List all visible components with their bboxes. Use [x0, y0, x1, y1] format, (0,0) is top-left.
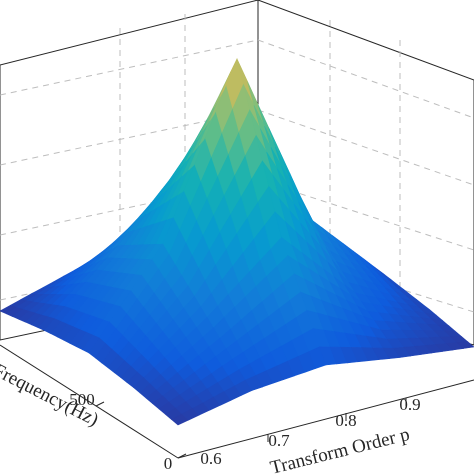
- y-tick-label: 0: [164, 454, 173, 473]
- grid: [0, 14, 474, 325]
- y-tick-label: 500: [69, 390, 95, 409]
- x-tick-label: 0.9: [399, 395, 420, 414]
- x-tick-label: 0.8: [335, 411, 356, 430]
- surface: [0, 58, 474, 426]
- surface-patch: [456, 341, 474, 349]
- axis-frame: [0, 344, 474, 459]
- x-axis-label: Transform Order p: [268, 424, 412, 474]
- tick-marks: [95, 398, 407, 459]
- tick-labels: 500 0 0.6 0.7 0.8 0.9: [69, 390, 420, 473]
- x-tick-label: 0.6: [200, 449, 221, 468]
- x-tick-label: 0.7: [268, 431, 290, 450]
